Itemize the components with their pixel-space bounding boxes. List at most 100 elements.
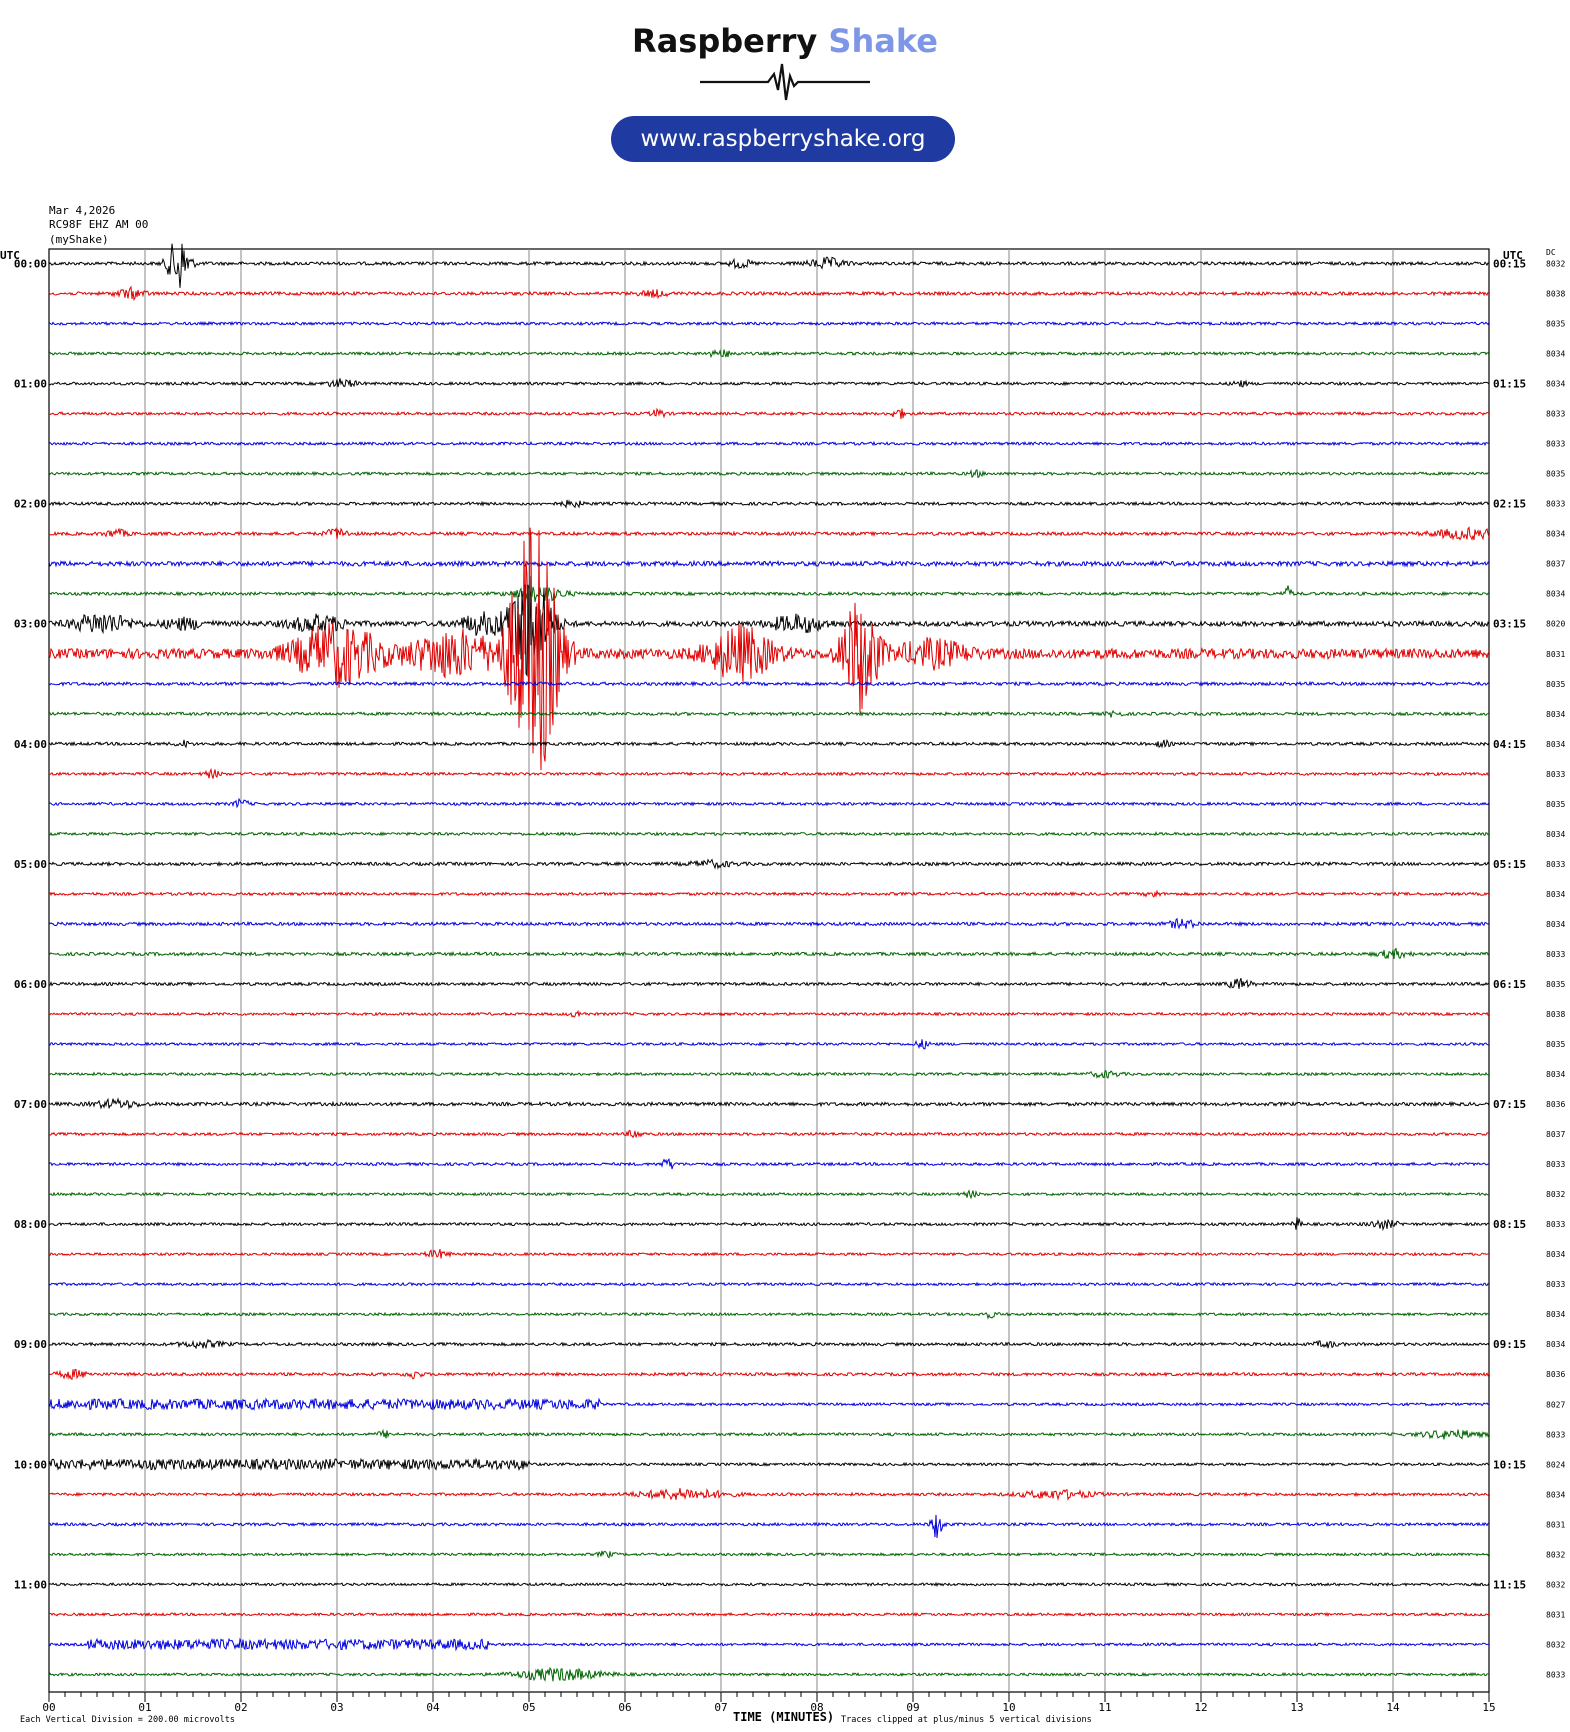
footer-clip-note: Traces clipped at plus/minus 5 vertical …	[841, 1715, 1092, 1725]
seismic-trace	[48, 858, 1490, 870]
dc-value: 8034	[1546, 830, 1565, 839]
right-hour-label: 02:15	[1493, 498, 1526, 511]
seismic-trace	[48, 767, 1489, 779]
seismic-trace	[48, 1428, 1490, 1440]
right-hour-label: 03:15	[1493, 618, 1526, 631]
x-axis-ticks: 00 01 02 03 04 05 06 07 08 09 10 11 12 13 14 15	[42, 1692, 1496, 1714]
left-hour-label: 01:00	[14, 378, 47, 391]
dc-value: 8033	[1546, 1220, 1565, 1229]
dc-values: 8032 8038 8035 8034 8034 8033 8033 8035 8033 8034…	[1546, 260, 1565, 1680]
dc-value: 8035	[1546, 980, 1565, 989]
dc-value: 8033	[1546, 440, 1565, 449]
dc-value: 8024	[1546, 1460, 1565, 1469]
seismic-trace	[48, 526, 1490, 541]
dc-value: 8034	[1546, 1490, 1565, 1499]
raspberry-shake-logo: Raspberry Shake www.raspberryshake.org	[0, 0, 1570, 190]
dc-value: 8034	[1546, 890, 1565, 899]
x-axis-label: TIME (MINUTES)	[733, 1710, 834, 1724]
plot-frame	[48, 248, 1490, 1693]
right-hour-label: 07:15	[1493, 1098, 1526, 1111]
dc-value: 8034	[1546, 1340, 1565, 1349]
left-hour-label: 07:00	[14, 1098, 47, 1111]
x-tick-label: 03	[330, 1701, 343, 1714]
seismic-trace	[48, 575, 1490, 678]
dc-value: 8034	[1546, 920, 1565, 929]
x-tick-label: 13	[1290, 1701, 1303, 1714]
left-hour-labels: 00:00 01:00 02:00 03:00 04:00 05:00 06:00 07:00…	[14, 258, 47, 1592]
seismic-trace	[48, 1611, 1490, 1618]
dc-header: DC	[1546, 248, 1556, 257]
logo-title-accent: Shake	[828, 22, 938, 60]
dc-value: 8036	[1546, 1100, 1565, 1109]
seismic-trace	[48, 1281, 1490, 1287]
dc-value: 8033	[1546, 410, 1565, 419]
x-tick-label: 01	[138, 1701, 151, 1714]
right-hour-label: 04:15	[1493, 738, 1526, 751]
footer-scale-note: Each Vertical Division = 200.00 microvol…	[20, 1715, 235, 1725]
seismic-trace	[48, 978, 1490, 989]
logo-title-main: Raspberry	[632, 22, 818, 60]
left-hour-label: 05:00	[14, 858, 47, 871]
seismic-trace	[48, 440, 1489, 447]
seismic-trace	[48, 709, 1490, 718]
seismic-trace	[48, 559, 1490, 568]
x-tick-label: 09	[906, 1701, 919, 1714]
seismic-trace	[48, 320, 1490, 327]
dc-value: 8032	[1546, 1550, 1565, 1559]
dc-value: 8033	[1546, 500, 1565, 509]
left-hour-label: 04:00	[14, 738, 47, 751]
dc-value: 8034	[1546, 1070, 1565, 1079]
seismic-trace	[48, 831, 1490, 837]
x-tick-label: 08	[810, 1701, 823, 1714]
dc-value: 8031	[1546, 650, 1565, 659]
left-hour-label: 10:00	[14, 1458, 47, 1471]
seismic-trace	[48, 407, 1490, 420]
seismic-trace	[48, 1397, 1490, 1411]
dc-value: 8035	[1546, 680, 1565, 689]
left-hour-label: 08:00	[14, 1218, 47, 1231]
right-hour-label: 06:15	[1493, 978, 1526, 991]
seismogram-logo-icon	[700, 63, 870, 101]
dc-value: 8034	[1546, 350, 1565, 359]
dc-value: 8032	[1546, 1640, 1565, 1649]
seismic-trace	[48, 680, 1490, 688]
left-hour-label: 11:00	[14, 1578, 47, 1591]
x-tick-label: 02	[234, 1701, 247, 1714]
x-tick-label: 12	[1194, 1701, 1207, 1714]
dc-value: 8034	[1546, 710, 1565, 719]
seismic-trace	[48, 917, 1490, 930]
x-tick-label: 07	[714, 1701, 727, 1714]
logo-title: Raspberry Shake	[0, 22, 1570, 60]
x-tick-label: 06	[618, 1701, 631, 1714]
right-hour-label: 01:15	[1493, 378, 1526, 391]
seismic-trace	[48, 889, 1490, 898]
seismic-trace	[48, 1637, 1489, 1652]
dc-value: 8037	[1546, 560, 1565, 569]
seismic-trace	[48, 1157, 1490, 1170]
dc-value: 8035	[1546, 1040, 1565, 1049]
seismic-trace	[48, 348, 1490, 359]
right-hour-labels: 00:15 01:15 02:15 03:15 04:15 05:15 06:15 07:15…	[1493, 258, 1526, 1592]
seismic-trace	[48, 468, 1490, 479]
left-axis-label: UTC	[0, 249, 20, 262]
seismic-trace	[48, 1581, 1490, 1588]
dc-value: 8035	[1546, 800, 1565, 809]
dc-value: 8034	[1546, 590, 1565, 599]
dc-value: 8036	[1546, 1370, 1565, 1379]
right-hour-label: 08:15	[1493, 1218, 1526, 1231]
dc-value: 8020	[1546, 620, 1565, 629]
seismic-trace	[48, 1248, 1490, 1259]
seismic-trace	[48, 243, 1490, 288]
seismic-trace	[48, 1217, 1490, 1232]
left-hour-label: 02:00	[14, 498, 47, 511]
right-hour-label: 05:15	[1493, 858, 1526, 871]
dc-value: 8033	[1546, 1670, 1565, 1679]
seismic-trace	[48, 1338, 1490, 1350]
right-hour-label: 11:15	[1493, 1578, 1526, 1591]
right-axis-label: UTC	[1503, 249, 1523, 262]
dc-value: 8034	[1546, 740, 1565, 749]
left-hour-label: 00:00	[14, 258, 47, 271]
dc-value: 8035	[1546, 320, 1565, 329]
website-url-badge[interactable]: www.raspberryshake.org	[611, 116, 955, 162]
